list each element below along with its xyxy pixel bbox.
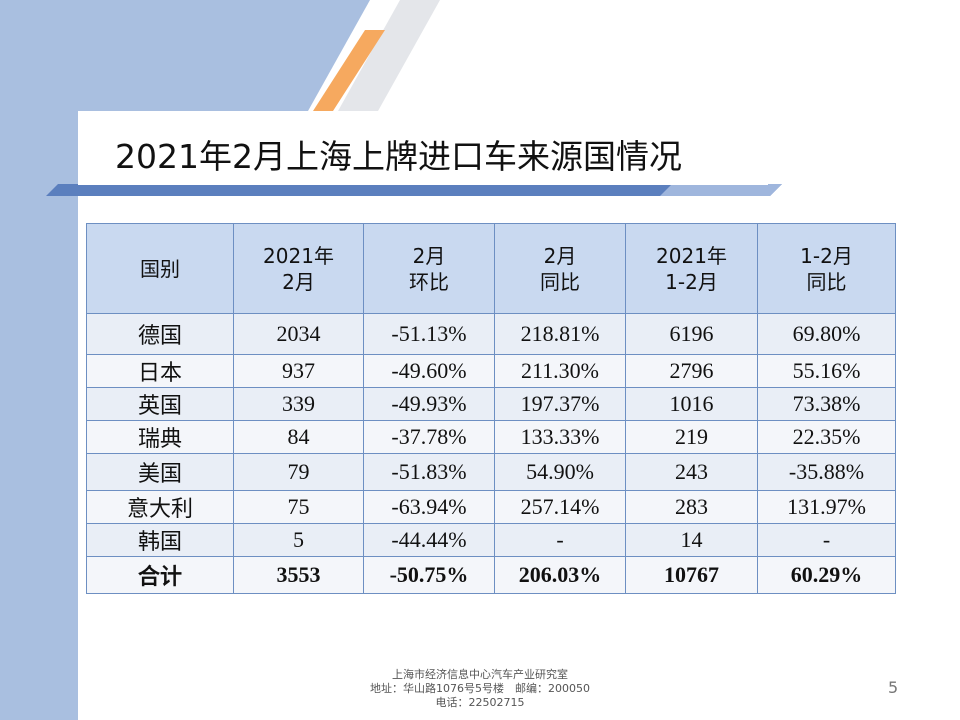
- cell-ytd-count: 14: [625, 523, 758, 557]
- cell-feb-count: 339: [233, 387, 364, 421]
- cell-feb-mom: -51.83%: [363, 453, 495, 491]
- cell-feb-mom: -49.60%: [363, 354, 495, 388]
- cell-ytd-yoy: 22.35%: [757, 420, 896, 454]
- cell-ytd-yoy: 131.97%: [757, 490, 896, 524]
- cell-feb-count: 84: [233, 420, 364, 454]
- cell-feb-yoy: 197.37%: [494, 387, 626, 421]
- table-total-row: 合计 3553 -50.75% 206.03% 10767 60.29%: [86, 556, 896, 594]
- cell-feb-mom: -44.44%: [363, 523, 495, 557]
- cell-feb-mom: -50.75%: [363, 556, 495, 594]
- header-country: 国别: [86, 223, 234, 314]
- cell-feb-mom: -37.78%: [363, 420, 495, 454]
- top-blue-panel: [0, 0, 370, 111]
- table-row: 日本 937 -49.60% 211.30% 2796 55.16%: [86, 354, 896, 388]
- cell-ytd-yoy: 69.80%: [757, 313, 896, 355]
- header-jan-feb-yoy: 1-2月 同比: [757, 223, 896, 314]
- header-feb-mom: 2月 环比: [363, 223, 495, 314]
- cell-country: 韩国: [86, 523, 234, 557]
- slide-title: 2021年2月上海上牌进口车来源国情况: [115, 137, 682, 176]
- cell-ytd-yoy: 73.38%: [757, 387, 896, 421]
- cell-feb-mom: -49.93%: [363, 387, 495, 421]
- grey-diagonal-stripe: [338, 0, 440, 111]
- cell-feb-yoy: -: [494, 523, 626, 557]
- cell-country: 日本: [86, 354, 234, 388]
- footer-org: 上海市经济信息中心汽车产业研究室: [392, 668, 568, 681]
- cell-ytd-yoy: -35.88%: [757, 453, 896, 491]
- cell-feb-yoy: 206.03%: [494, 556, 626, 594]
- cell-ytd-count: 283: [625, 490, 758, 524]
- cell-ytd-count: 2796: [625, 354, 758, 388]
- cell-country: 合计: [86, 556, 234, 594]
- table-row: 意大利 75 -63.94% 257.14% 283 131.97%: [86, 490, 896, 524]
- cell-feb-mom: -63.94%: [363, 490, 495, 524]
- cell-ytd-yoy: 55.16%: [757, 354, 896, 388]
- cell-ytd-yoy: -: [757, 523, 896, 557]
- page-number: 5: [888, 678, 899, 697]
- cell-feb-count: 3553: [233, 556, 364, 594]
- cell-feb-yoy: 54.90%: [494, 453, 626, 491]
- table-row: 韩国 5 -44.44% - 14 -: [86, 523, 896, 557]
- footer-address: 地址：华山路1076号5号楼 邮编：200050: [370, 682, 590, 695]
- table-row: 瑞典 84 -37.78% 133.33% 219 22.35%: [86, 420, 896, 454]
- cell-feb-yoy: 218.81%: [494, 313, 626, 355]
- left-blue-band: [0, 0, 78, 720]
- orange-diagonal-stripe: [313, 30, 385, 111]
- cell-country: 意大利: [86, 490, 234, 524]
- cell-feb-count: 75: [233, 490, 364, 524]
- cell-country: 德国: [86, 313, 234, 355]
- cell-feb-count: 5: [233, 523, 364, 557]
- cell-feb-count: 937: [233, 354, 364, 388]
- import-origin-table: 国别 2021年 2月 2月 环比 2月 同比 2021年 1-2月 1-2月 同比 德国…: [86, 223, 896, 594]
- cell-feb-yoy: 257.14%: [494, 490, 626, 524]
- header-jan-feb-2021: 2021年 1-2月: [625, 223, 758, 314]
- cell-ytd-count: 1016: [625, 387, 758, 421]
- title-divider-bar: [46, 184, 782, 196]
- cell-feb-count: 2034: [233, 313, 364, 355]
- table-row: 英国 339 -49.93% 197.37% 1016 73.38%: [86, 387, 896, 421]
- footer-contact: 上海市经济信息中心汽车产业研究室 地址：华山路1076号5号楼 邮编：20005…: [360, 668, 600, 710]
- cell-country: 美国: [86, 453, 234, 491]
- cell-feb-mom: -51.13%: [363, 313, 495, 355]
- header-feb-yoy: 2月 同比: [494, 223, 626, 314]
- cell-ytd-count: 219: [625, 420, 758, 454]
- cell-ytd-yoy: 60.29%: [757, 556, 896, 594]
- cell-feb-yoy: 211.30%: [494, 354, 626, 388]
- cell-feb-count: 79: [233, 453, 364, 491]
- title-card: [78, 111, 768, 185]
- cell-ytd-count: 243: [625, 453, 758, 491]
- cell-ytd-count: 6196: [625, 313, 758, 355]
- footer-phone: 电话：22502715: [435, 696, 525, 709]
- table-row: 美国 79 -51.83% 54.90% 243 -35.88%: [86, 453, 896, 491]
- header-feb-2021: 2021年 2月: [233, 223, 364, 314]
- table-header-row: 国别 2021年 2月 2月 环比 2月 同比 2021年 1-2月 1-2月 同比: [86, 223, 896, 314]
- table-row: 德国 2034 -51.13% 218.81% 6196 69.80%: [86, 313, 896, 355]
- cell-feb-yoy: 133.33%: [494, 420, 626, 454]
- cell-country: 英国: [86, 387, 234, 421]
- cell-country: 瑞典: [86, 420, 234, 454]
- cell-ytd-count: 10767: [625, 556, 758, 594]
- title-divider-light: [660, 184, 782, 196]
